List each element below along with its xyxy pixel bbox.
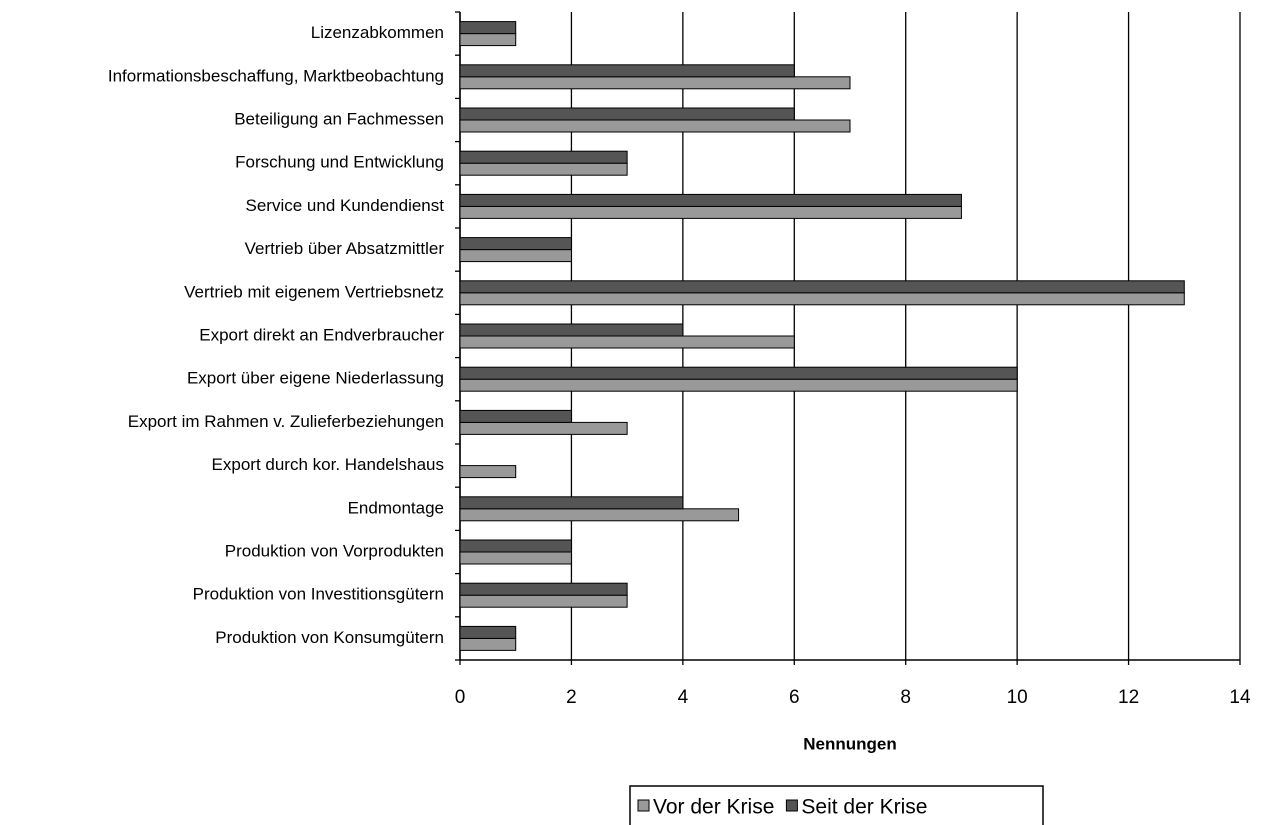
bar	[459, 496, 684, 510]
y-tick-label: Export über eigene Niederlassung	[187, 369, 444, 388]
y-tick-label: Lizenzabkommen	[311, 23, 444, 42]
y-tick-label: Export im Rahmen v. Zulieferbeziehungen	[128, 412, 444, 431]
y-tick-label: Vertrieb mit eigenem Vertriebsnetz	[184, 282, 444, 301]
bar	[459, 205, 962, 219]
x-tick-label: 14	[1229, 687, 1251, 708]
y-tick-label: Produktion von Konsumgütern	[215, 628, 444, 647]
bar	[459, 366, 1018, 380]
x-tick-label: 6	[789, 687, 800, 708]
bar	[459, 292, 1185, 306]
x-axis-title: Nennungen	[803, 734, 897, 753]
bar	[459, 193, 962, 207]
bar	[459, 551, 572, 565]
x-tick-label: 10	[1007, 687, 1028, 708]
x-tick-label: 12	[1118, 687, 1139, 708]
legend-label: Seit der Krise	[801, 796, 927, 819]
y-tick-label: Service und Kundendienst	[246, 196, 445, 215]
bar	[459, 421, 628, 435]
legend-box	[629, 785, 1044, 825]
bar	[459, 21, 517, 35]
y-tick-label: Produktion von Vorprodukten	[225, 541, 444, 560]
y-tick-label: Informationsbeschaffung, Marktbeobachtun…	[108, 66, 444, 85]
x-tick-label: 2	[566, 687, 577, 708]
bar	[459, 508, 740, 522]
bar	[459, 582, 628, 596]
bar	[459, 33, 517, 47]
y-tick-label: Vertrieb über Absatzmittler	[245, 239, 445, 258]
bar	[459, 249, 572, 263]
x-tick-label: 0	[455, 687, 466, 708]
bar	[459, 119, 851, 133]
legend-swatch	[785, 799, 798, 812]
y-tick-label: Forschung und Entwicklung	[235, 153, 444, 172]
bar	[459, 280, 1185, 294]
x-tick-label: 8	[900, 687, 911, 708]
legend-label: Vor der Krise	[653, 796, 774, 819]
bar	[459, 107, 795, 121]
bar	[459, 637, 517, 651]
y-tick-label: Endmontage	[348, 498, 444, 517]
legend-swatch	[637, 799, 650, 812]
bar	[459, 625, 517, 639]
bar	[459, 64, 795, 78]
y-tick-label: Export durch kor. Handelshaus	[212, 455, 444, 474]
bar	[459, 237, 572, 251]
bar	[459, 378, 1018, 392]
y-tick-label: Export direkt an Endverbraucher	[199, 325, 444, 344]
bar	[459, 76, 851, 90]
x-tick-label: 4	[678, 687, 689, 708]
y-tick-label: Beteiligung an Fachmessen	[234, 109, 444, 128]
bar	[459, 150, 628, 164]
bar	[459, 594, 628, 608]
bar	[459, 465, 517, 479]
y-tick-label: Produktion von Investitionsgütern	[193, 585, 444, 604]
bar	[459, 162, 628, 176]
bar	[459, 409, 572, 423]
bar	[459, 323, 684, 337]
bar	[459, 335, 795, 349]
bar	[459, 539, 572, 553]
